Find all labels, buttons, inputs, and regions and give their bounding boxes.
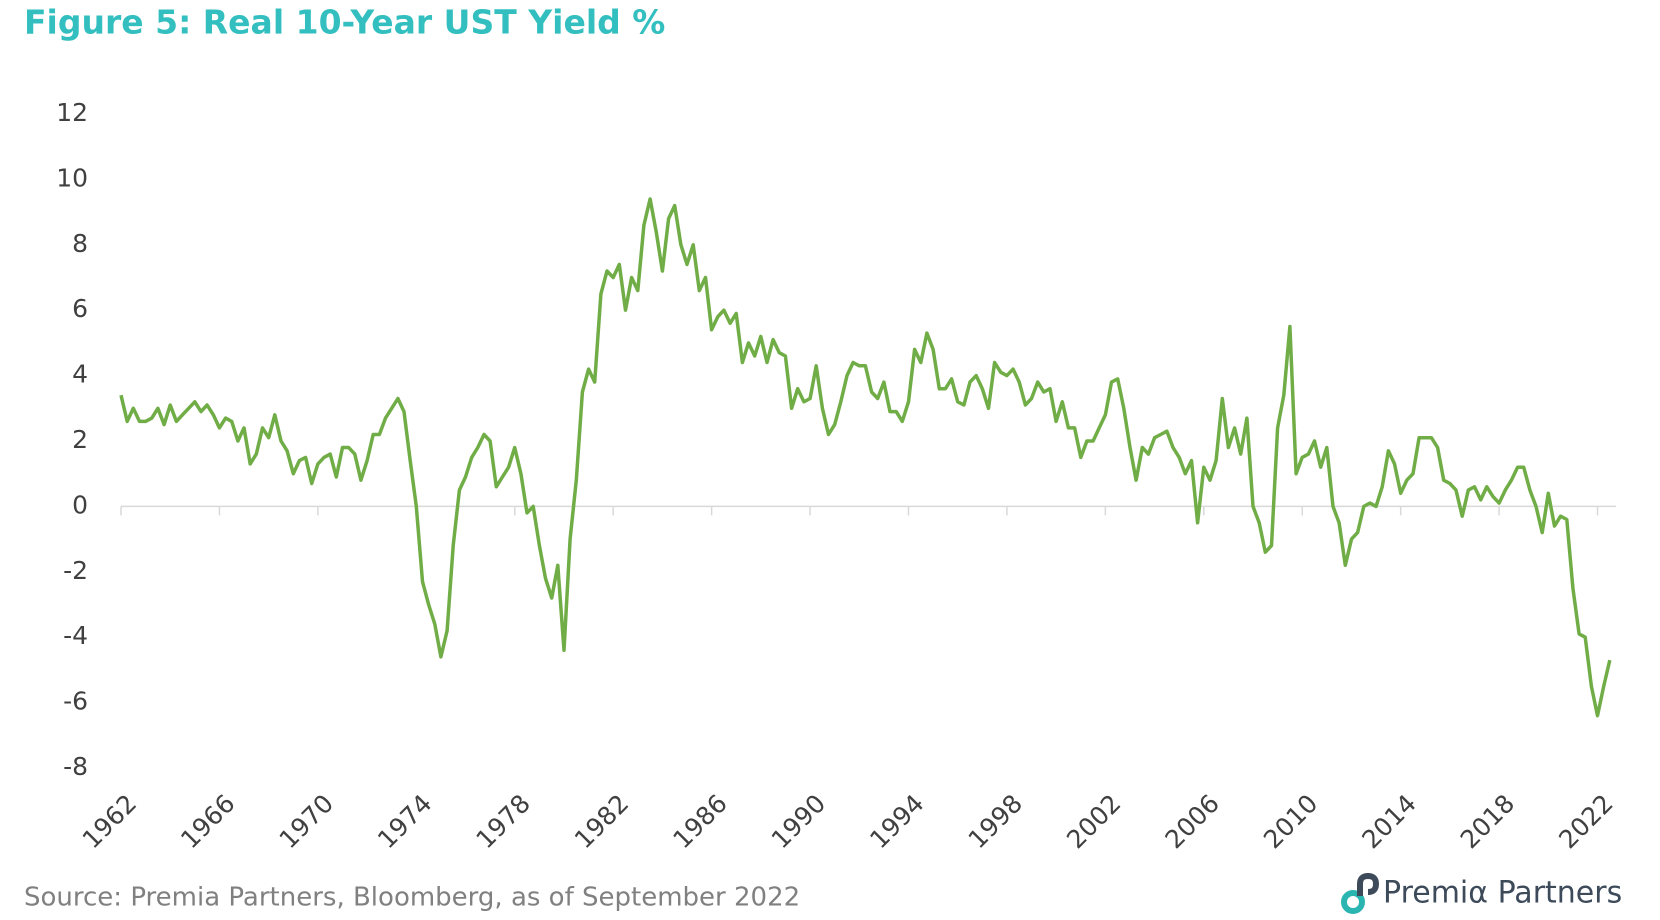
y-tick-label: -8	[63, 752, 88, 781]
y-tick-label: 2	[72, 425, 88, 454]
x-tick-label: 1978	[470, 789, 535, 854]
y-tick-label: 0	[72, 490, 88, 519]
y-tick-label: 4	[72, 360, 88, 389]
x-tick-label: 1994	[864, 789, 929, 854]
x-tick-label: 1966	[175, 789, 240, 854]
x-tick-label: 2014	[1356, 789, 1421, 854]
y-tick-label: 8	[72, 229, 88, 258]
x-tick-label: 1982	[569, 789, 634, 854]
y-tick-label: 10	[56, 163, 88, 192]
x-tick-label: 1962	[77, 789, 142, 854]
x-tick-label: 2022	[1553, 789, 1618, 854]
x-tick-label: 1974	[372, 789, 437, 854]
logo-icon	[1341, 872, 1380, 914]
x-tick-label: 2006	[1159, 789, 1224, 854]
x-tick-label: 1990	[766, 789, 831, 854]
logo-text: Premiα Partners	[1383, 876, 1622, 911]
x-tick-label: 2010	[1258, 789, 1323, 854]
x-tick-label: 2002	[1061, 789, 1126, 854]
x-tick-label: 1970	[274, 789, 339, 854]
data-line	[119, 197, 1612, 718]
y-tick-label: -6	[63, 687, 88, 716]
chart-title: Figure 5: Real 10-Year UST Yield %	[24, 3, 665, 42]
x-tick-label: 1986	[667, 789, 732, 854]
y-tick-label: 12	[56, 98, 88, 127]
y-tick-label: 6	[72, 294, 88, 323]
x-tick-label: 2018	[1455, 789, 1520, 854]
source: Source: Premia Partners, Bloomberg, as o…	[24, 883, 800, 913]
y-tick-label: -2	[63, 556, 88, 585]
y-tick-label: -4	[63, 621, 88, 650]
x-tick-label: 1998	[963, 789, 1028, 854]
